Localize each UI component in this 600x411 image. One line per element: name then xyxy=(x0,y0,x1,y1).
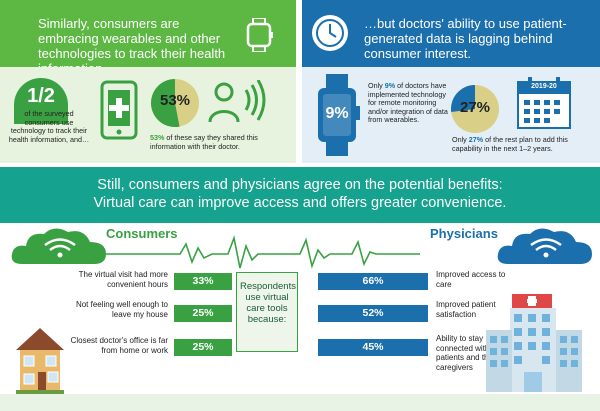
plan-percent-value: 27% xyxy=(459,99,491,116)
physician-value-2: 52% xyxy=(362,307,384,319)
cloud-wifi-icon xyxy=(11,228,106,264)
person-broadcast-icon xyxy=(208,80,266,123)
share-caption-strong: 53% xyxy=(150,133,165,142)
plan-caption-rest: of the rest plan to add this capability … xyxy=(452,135,568,153)
plan-percent-pie xyxy=(451,85,499,133)
doctors-caption: Only 9% of doctors have implemented tech… xyxy=(368,81,452,125)
consumer-bar-1: 33% xyxy=(174,273,232,290)
share-percent-value: 53% xyxy=(159,92,191,109)
physician-label-2: Improved patient satisfaction xyxy=(436,300,496,319)
consumers-panel: Similarly, consumers are embracing weara… xyxy=(0,0,296,163)
physician-label-3: Ability to stay connected with patients … xyxy=(436,334,498,372)
heartbeat-line-icon xyxy=(60,235,420,269)
physicians-title: Physicians xyxy=(430,226,498,241)
fraction-badge xyxy=(14,78,68,124)
consumer-value-3: 25% xyxy=(192,341,214,353)
share-percent-pie xyxy=(150,78,199,127)
clock-icon xyxy=(312,15,348,51)
cloud-wifi-icon-right xyxy=(497,228,592,264)
smartwatch-icon xyxy=(318,74,360,156)
doctors-panel: …but doctors' ability to use patient-gen… xyxy=(302,0,600,163)
watch-percent-value: 9% xyxy=(325,105,349,122)
benefits-line-1: Still, consumers and physicians agree on… xyxy=(97,177,503,193)
consumer-label-3: Closest doctor's office is far from home… xyxy=(70,336,168,355)
physician-value-1: 66% xyxy=(362,275,384,287)
consumer-value-2: 25% xyxy=(192,307,214,319)
benefits-band-text: Still, consumers and physicians agree on… xyxy=(0,176,600,212)
benefits-line-2: Virtual care can improve access and offe… xyxy=(93,195,507,211)
consumers-banner xyxy=(0,0,296,67)
fraction-caption: of the surveyed consumers use technology… xyxy=(8,109,90,144)
center-explainer-text: Respondents use virtual care tools becau… xyxy=(240,281,296,325)
plan-caption-prefix: Only xyxy=(452,135,469,144)
consumers-title: Consumers xyxy=(106,226,178,241)
ground-strip xyxy=(0,394,600,411)
consumer-label-2: Not feeling well enough to leave my hous… xyxy=(75,300,168,319)
consumers-headline: Similarly, consumers are embracing weara… xyxy=(38,16,226,76)
consumer-label-1: The virtual visit had more convenient ho… xyxy=(78,270,168,289)
physician-value-3: 45% xyxy=(362,341,384,353)
doctors-caption-strong: 9% xyxy=(384,81,396,90)
house-icon xyxy=(16,328,64,394)
doctors-headline: …but doctors' ability to use patient-gen… xyxy=(364,16,567,61)
share-caption: 53% of these say they shared this inform… xyxy=(150,133,280,151)
watch-icon xyxy=(246,18,273,52)
consumer-bar-2: 25% xyxy=(174,305,232,322)
calendar-label: 2019-20 xyxy=(531,83,557,90)
physician-bar-3: 45% xyxy=(318,339,428,356)
physician-label-1: Improved access to care xyxy=(436,270,506,289)
share-caption-rest: of these say they shared this informatio… xyxy=(150,133,258,151)
fraction-value: 1/2 xyxy=(27,85,55,107)
physician-bar-1: 66% xyxy=(318,273,428,290)
consumer-bar-3: 25% xyxy=(174,339,232,356)
benefits-band xyxy=(0,167,600,223)
doctors-caption-rest: of doctors have implemented technology f… xyxy=(368,81,448,125)
hospital-icon xyxy=(486,294,582,392)
smartphone-medical-icon xyxy=(100,80,138,140)
center-explainer: Respondents use virtual care tools becau… xyxy=(236,272,298,352)
plan-caption-strong: 27% xyxy=(468,135,484,144)
calendar-icon xyxy=(517,77,571,129)
doctors-caption-prefix: Only xyxy=(368,81,385,90)
doctors-banner xyxy=(302,0,600,67)
plan-caption: Only 27% of the rest plan to add this ca… xyxy=(452,135,592,153)
physician-bar-2: 52% xyxy=(318,305,428,322)
consumer-value-1: 33% xyxy=(192,275,214,287)
